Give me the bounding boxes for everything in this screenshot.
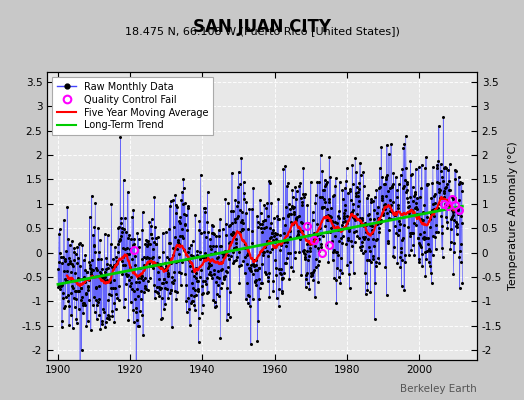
Text: 18.475 N, 66.108 W (Puerto Rico [United States]): 18.475 N, 66.108 W (Puerto Rico [United …: [125, 26, 399, 36]
Y-axis label: Temperature Anomaly (°C): Temperature Anomaly (°C): [508, 142, 518, 290]
Legend: Raw Monthly Data, Quality Control Fail, Five Year Moving Average, Long-Term Tren: Raw Monthly Data, Quality Control Fail, …: [52, 77, 213, 135]
Text: Berkeley Earth: Berkeley Earth: [400, 384, 477, 394]
Text: SAN JUAN CITY: SAN JUAN CITY: [193, 18, 331, 36]
